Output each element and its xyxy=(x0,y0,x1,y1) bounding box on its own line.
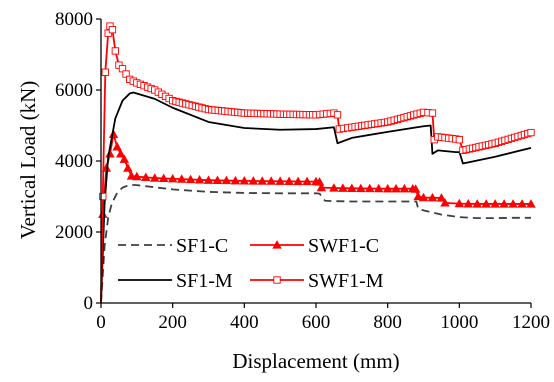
data-point xyxy=(418,192,429,202)
x-axis-title: Displacement (mm) xyxy=(232,349,399,373)
data-point xyxy=(356,183,366,193)
series-SWF1-M xyxy=(99,22,535,304)
legend-label: SF1-M xyxy=(176,270,233,292)
data-point xyxy=(302,176,312,186)
data-point xyxy=(111,47,119,55)
data-point xyxy=(132,171,142,181)
data-point xyxy=(275,176,285,185)
data-point xyxy=(391,183,401,193)
legend-item-SF1-M: SF1-M xyxy=(118,270,233,292)
series-layer xyxy=(98,22,536,304)
legend-label: SF1-C xyxy=(176,235,228,257)
data-point xyxy=(490,199,500,208)
y-tick-label: 8000 xyxy=(55,9,93,30)
y-tick-label: 0 xyxy=(84,293,94,314)
data-point xyxy=(526,199,536,208)
legend-item-SF1-C: SF1-C xyxy=(118,235,228,257)
data-point xyxy=(472,199,482,208)
x-tick-label: 200 xyxy=(158,312,187,333)
data-point xyxy=(527,128,535,137)
legend-label: SWF1-M xyxy=(308,270,384,292)
series-SWF1-C xyxy=(98,129,536,304)
data-point xyxy=(508,199,518,208)
data-point xyxy=(99,192,107,201)
y-tick-label: 6000 xyxy=(55,80,93,101)
y-tick-label: 4000 xyxy=(55,151,93,172)
data-point xyxy=(440,198,450,207)
data-point xyxy=(257,176,267,185)
x-tick-label: 1000 xyxy=(440,312,478,333)
data-point xyxy=(499,199,509,208)
data-point xyxy=(115,149,126,158)
data-point xyxy=(338,183,348,192)
data-point xyxy=(203,175,214,184)
x-tick-label: 0 xyxy=(96,312,106,333)
data-point xyxy=(436,193,447,202)
y-ticks: 0 2000 4000 6000 8000 xyxy=(55,9,101,314)
data-point xyxy=(455,136,463,144)
x-ticks: 0 200 400 600 800 1000 1200 xyxy=(96,303,550,333)
data-point xyxy=(119,154,130,163)
data-point xyxy=(365,183,375,193)
data-point xyxy=(333,111,342,119)
legend-marker xyxy=(273,276,281,284)
data-point xyxy=(481,199,491,208)
data-point xyxy=(428,109,437,117)
legend-item-SWF1-C: SWF1-C xyxy=(250,235,379,257)
data-point xyxy=(101,68,109,76)
data-point xyxy=(248,176,259,185)
legend-marker xyxy=(272,240,282,249)
data-point xyxy=(108,26,117,34)
series-line xyxy=(100,25,532,304)
series-SF1-M xyxy=(100,91,532,304)
x-tick-label: 1200 xyxy=(512,312,550,333)
data-point xyxy=(427,192,438,202)
series-SF1-C xyxy=(100,183,531,304)
axes-layer xyxy=(100,19,531,304)
data-point xyxy=(126,171,137,180)
data-point xyxy=(454,198,465,208)
data-point xyxy=(221,175,232,185)
series-line xyxy=(100,183,531,304)
data-point xyxy=(112,141,122,151)
data-point xyxy=(266,176,276,185)
data-point xyxy=(123,163,133,172)
y-axis-title: Vertical Load (kN) xyxy=(16,81,40,240)
data-point xyxy=(373,183,384,193)
data-point xyxy=(239,176,250,185)
series-line xyxy=(100,91,532,304)
data-point xyxy=(517,199,527,208)
data-point xyxy=(329,183,339,192)
data-point xyxy=(176,174,187,183)
data-point xyxy=(382,183,393,193)
data-point xyxy=(284,176,294,185)
data-point xyxy=(185,174,196,184)
x-tick-label: 800 xyxy=(373,312,402,333)
data-point xyxy=(230,175,241,185)
x-tick-label: 600 xyxy=(302,312,331,333)
y-tick-label: 2000 xyxy=(55,222,93,243)
data-point xyxy=(158,173,169,183)
data-point xyxy=(293,176,303,186)
data-point xyxy=(141,172,151,181)
data-point xyxy=(410,184,421,193)
data-point xyxy=(347,183,357,192)
x-tick-label: 400 xyxy=(230,312,259,333)
legend: SF1-C SWF1-C SF1-M SWF1-M xyxy=(118,235,384,292)
data-point xyxy=(316,182,327,192)
data-point xyxy=(413,191,423,201)
data-point xyxy=(167,173,178,183)
data-point xyxy=(463,198,474,208)
data-point xyxy=(399,183,410,193)
data-point xyxy=(212,175,223,185)
legend-item-SWF1-M: SWF1-M xyxy=(250,270,384,292)
legend-label: SWF1-C xyxy=(308,235,379,257)
data-point xyxy=(150,173,160,182)
data-point xyxy=(194,174,205,184)
